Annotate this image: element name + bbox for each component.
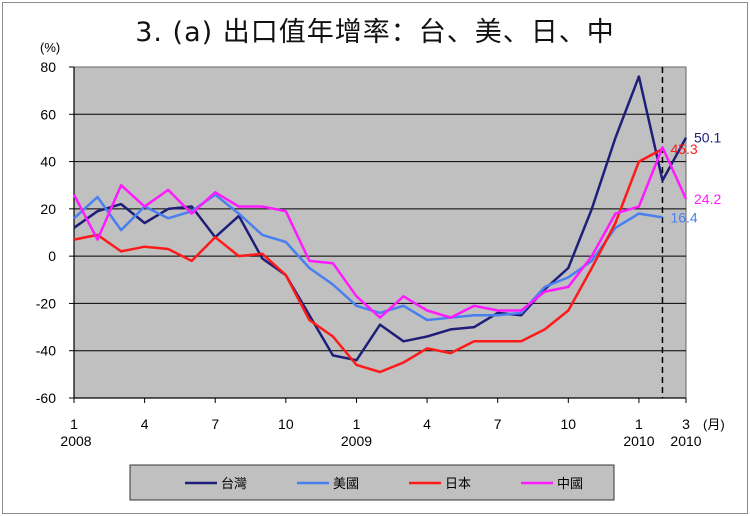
series-line-2: [73, 193, 663, 322]
x-tick-label: 1: [70, 416, 78, 432]
x-tick-label: 3: [682, 416, 690, 432]
y-tick-label: -20: [36, 295, 56, 311]
series-line-1: [73, 75, 688, 362]
y-axis-unit-label: (%): [40, 40, 60, 55]
x-tick-label: 7: [211, 416, 219, 432]
plot-area: [73, 66, 687, 399]
series-end-label: 45.3: [670, 141, 697, 157]
legend-label: 台灣: [221, 476, 247, 491]
series-end-label: 50.1: [694, 130, 721, 146]
x-tick-label: 10: [278, 416, 294, 432]
y-tick-label: 40: [40, 154, 56, 170]
y-tick-label: 0: [48, 248, 56, 264]
x-tick-label: 4: [141, 416, 149, 432]
x-year-label: 2010: [623, 433, 654, 449]
x-tick-label: 1: [353, 416, 361, 432]
x-year-label: 2010: [670, 433, 701, 449]
series-line-4: [72, 146, 688, 319]
y-tick-label: 80: [40, 59, 56, 75]
legend-label: 日本: [445, 476, 471, 491]
y-tick-label: 20: [40, 201, 56, 217]
chart-title: 3. (a) 出口值年增率：台、美、日、中: [135, 17, 615, 48]
x-tick-label: 4: [423, 416, 431, 432]
series-line-3: [73, 147, 664, 374]
x-tick-label: 10: [561, 416, 577, 432]
x-year-label: 2008: [60, 433, 91, 449]
x-tick-label: 7: [494, 416, 502, 432]
y-tick-label: -40: [36, 343, 56, 359]
y-tick-label: 60: [40, 106, 56, 122]
series-end-label: 16.4: [670, 209, 697, 225]
legend-label: 美國: [333, 476, 359, 491]
series-end-label: 24.2: [694, 191, 721, 207]
x-year-label: 2009: [341, 433, 372, 449]
y-tick-label: -60: [36, 390, 56, 406]
x-axis-unit-label: (月): [703, 417, 725, 432]
x-tick-label: 1: [635, 416, 643, 432]
legend-label: 中國: [557, 476, 583, 491]
